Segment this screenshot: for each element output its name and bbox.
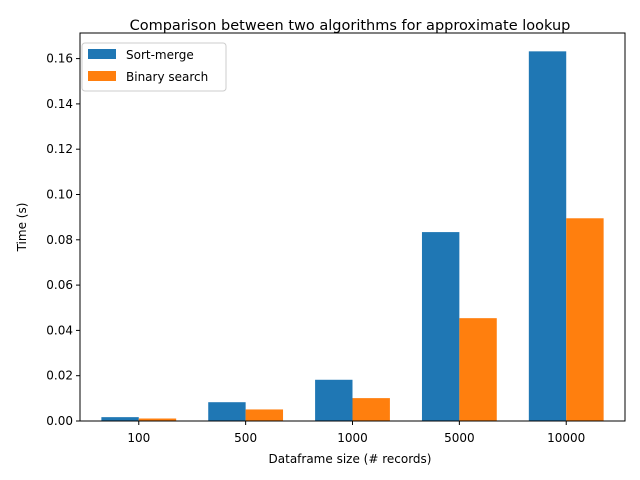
bar-sort-merge-100 [101,417,139,421]
bar-sort-merge-500 [208,402,246,421]
legend-box [81,42,227,92]
y-tick-label: 0.16 [46,52,73,66]
chart-title: Comparison between two algorithms for ap… [130,18,571,34]
y-axis-label: Time (s) [15,203,29,253]
bar-sort-merge-10000 [528,51,567,421]
legend: Sort-merge Binary search [81,42,227,92]
bar-sort-merge-5000 [421,232,460,421]
x-axis: 100 500 1000 5000 10000 [127,421,585,445]
bar-sort-merge-1000 [315,379,353,421]
x-tick-label: 10000 [547,431,585,445]
y-tick-label: 0.06 [46,278,73,292]
y-tick-label: 0.14 [46,97,73,111]
legend-swatch-binary-search [88,71,116,81]
bar-binary-search-5000 [459,318,497,421]
bar-binary-search-10000 [566,218,604,421]
y-tick-label: 0.10 [46,187,73,201]
y-tick-label: 0.00 [46,414,73,428]
x-tick-label: 5000 [444,431,475,445]
y-tick-label: 0.12 [46,142,73,156]
bar-binary-search-100 [138,418,177,421]
y-tick-label: 0.04 [46,323,73,337]
bar-binary-search-1000 [352,398,390,421]
legend-label-sort-merge: Sort-merge [126,48,194,62]
x-axis-label: Dataframe size (# records) [269,452,432,466]
bars-group [101,51,604,421]
x-tick-label: 1000 [337,431,368,445]
x-tick-label: 500 [234,431,257,445]
y-tick-label: 0.02 [46,369,73,383]
y-tick-label: 0.08 [46,233,73,247]
bar-binary-search-500 [245,409,284,421]
y-axis: 0.00 0.02 0.04 0.06 0.08 0.10 0.12 0.14 0.16 [46,52,80,428]
legend-swatch-sort-merge [88,49,116,59]
x-tick-label: 100 [127,431,150,445]
legend-label-binary-search: Binary search [126,70,208,84]
